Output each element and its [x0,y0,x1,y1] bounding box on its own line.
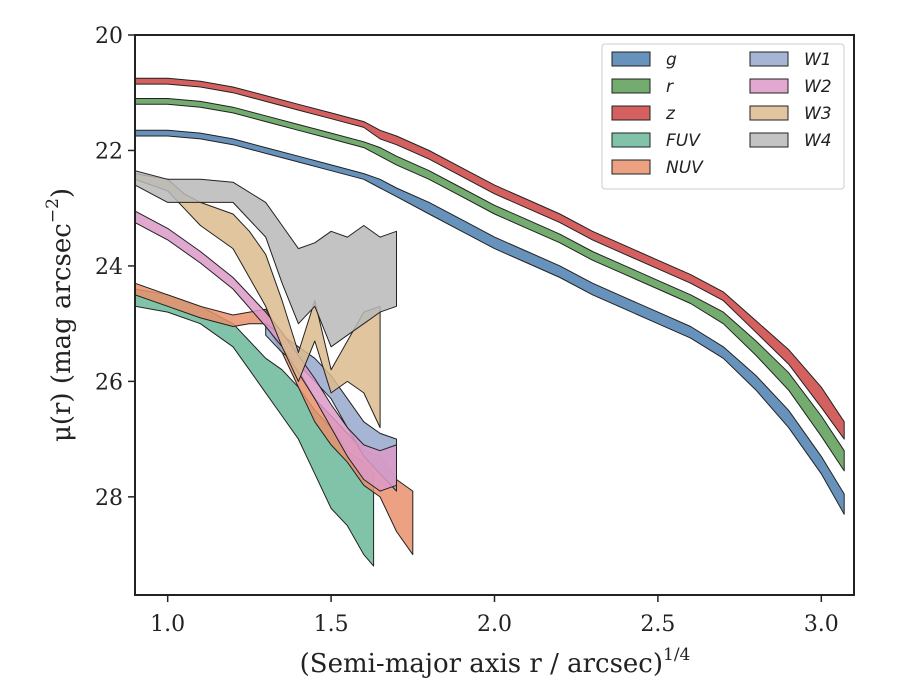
y-axis-title: μ(r) (mag arcsec−2) [43,188,77,442]
legend-swatch-w1 [749,51,789,67]
y-axis: 20 22 24 26 28 [95,24,135,511]
legend: grz FUV NUV W1 W2 W3 W4 [601,43,845,190]
bands-layer [135,77,845,567]
x-axis-title: (Semi-major axis r / arcsec)1/4 [300,645,691,679]
series-band-w3 [135,173,381,429]
legend-swatch-w2 [749,78,789,94]
y-tick-label: 20 [95,24,123,49]
legend-label-g: g [666,50,677,70]
x-tick-label: 2.5 [640,612,675,637]
legend-label-r: r [666,77,674,97]
y-axis-title-close: ) [47,188,77,198]
legend-swatch-r [611,78,651,94]
x-tick-label: 2.0 [477,612,512,637]
legend-label-w2: W2 [804,77,832,97]
legend-swatch-w3 [749,105,789,121]
series-band-g [135,129,845,515]
legend-swatch-w4 [749,132,789,148]
x-tick-label: 3.0 [804,612,839,637]
x-tick-label: 1.5 [314,612,349,637]
series-band-z [135,77,845,440]
legend-label-w4: W4 [804,131,832,151]
x-axis: 1.0 1.5 2.0 2.5 3.0 [150,595,839,637]
legend-label-fuv: FUV [666,131,701,151]
y-tick-label: 28 [95,486,123,511]
legend-swatch-z [611,105,651,121]
legend-label-z: z [665,104,676,124]
legend-label-w3: W3 [804,104,832,124]
legend-swatch-fuv [611,132,651,148]
legend-label-nuv: NUV [666,158,704,178]
series-band-r [135,98,845,472]
x-tick-label: 1.0 [150,612,185,637]
y-tick-label: 24 [95,255,123,280]
y-tick-label: 22 [95,139,123,164]
series-band-w4 [135,170,397,348]
legend-label-w1: W1 [804,50,832,70]
y-axis-title-exponent: −2 [43,198,63,223]
x-axis-title-exponent: 1/4 [663,645,690,665]
legend-swatch-g [611,51,651,67]
legend-swatch-nuv [611,159,651,175]
y-tick-label: 26 [95,370,123,395]
